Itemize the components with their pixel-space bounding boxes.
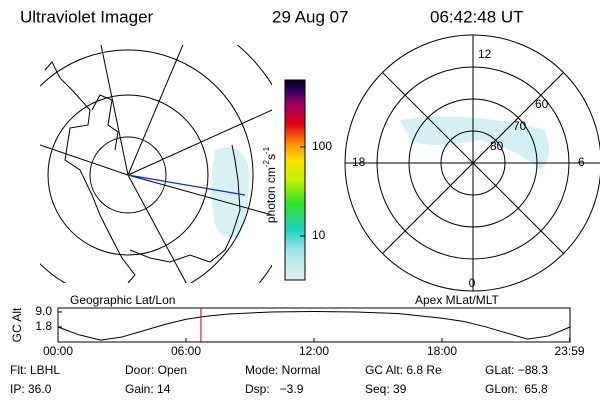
mlt-label: 18 [352, 155, 366, 169]
time: 06:42:48 UT [430, 7, 524, 26]
right-label: Apex MLat/MLT [415, 293, 499, 307]
x-tick-label: 23:59 [555, 344, 585, 358]
mlt-label: 12 [478, 47, 492, 61]
alt-frame [57, 307, 571, 343]
mlt-label: 0 [469, 276, 476, 290]
status-field: GLat: −88.3 [485, 363, 548, 377]
mlat-label: 70 [513, 119, 527, 133]
colorbar-label: photon cm-2s-1 [262, 146, 278, 223]
x-tick-label: 00:00 [43, 344, 73, 358]
status-field: Mode: Normal [245, 363, 320, 377]
alt-label: GC Alt [10, 307, 24, 342]
altitude-curve [57, 311, 571, 341]
colorbar-tick-label: 10 [312, 228, 326, 242]
y-tick-label: 1.8 [35, 319, 52, 333]
x-tick-label: 18:00 [427, 344, 457, 358]
status-field: Flt: LBHL [10, 363, 60, 377]
colorbar-frame [284, 79, 306, 281]
colorbar [285, 80, 305, 280]
y-tick-label: 9.0 [35, 304, 52, 318]
geo-map [40, 45, 272, 283]
mlat-label: 80 [490, 139, 504, 153]
status-field: Gain: 14 [125, 382, 171, 396]
status-field: Door: Open [125, 363, 187, 377]
left-label: Geographic Lat/Lon [70, 293, 175, 307]
date: 29 Aug 07 [272, 7, 349, 26]
status-field: GC Alt: 6.8 Re [365, 363, 442, 377]
x-tick-label: 12:00 [299, 344, 329, 358]
colorbar-tick-label: 100 [312, 139, 332, 153]
polar-grid [344, 34, 600, 292]
status-field: IP: 36.0 [10, 382, 52, 396]
mlt-label: 6 [578, 155, 585, 169]
status-field: Dsp: −3.9 [245, 382, 304, 396]
x-tick-label: 06:00 [171, 344, 201, 358]
status-field: Seq: 39 [365, 382, 407, 396]
status-field: GLon: 65.8 [485, 382, 548, 396]
title: Ultraviolet Imager [20, 7, 154, 26]
mlat-label: 60 [535, 97, 549, 111]
